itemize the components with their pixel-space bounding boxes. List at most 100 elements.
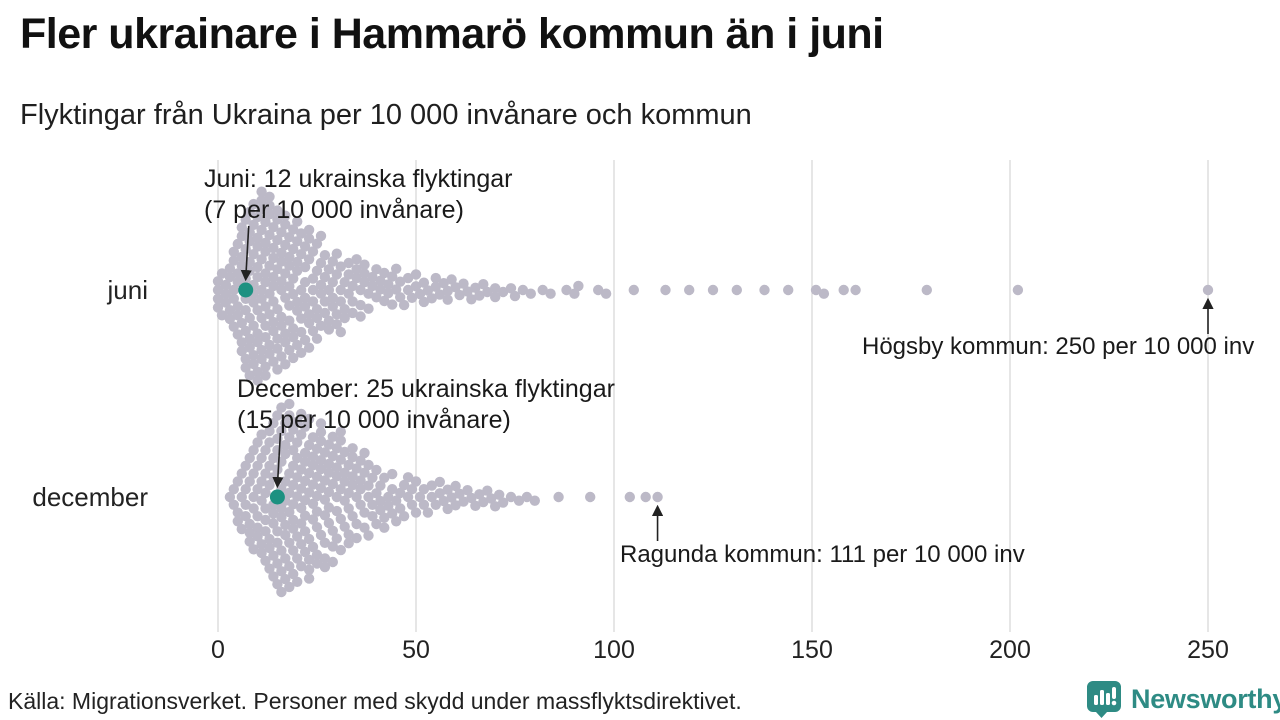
swarm-dot bbox=[280, 519, 291, 531]
swarm-dot bbox=[268, 452, 279, 464]
swarm-dot bbox=[303, 317, 315, 329]
swarm-dot bbox=[783, 284, 794, 296]
swarm-dot bbox=[252, 271, 263, 283]
swarm-dot bbox=[268, 325, 279, 337]
swarm-dot bbox=[398, 299, 410, 311]
swarm-dot bbox=[422, 507, 434, 518]
swarm-dot bbox=[256, 353, 267, 365]
annotation-juni-highlight: Juni: 12 ukrainska flyktingar (7 per 10 … bbox=[204, 164, 512, 226]
swarm-dot bbox=[260, 277, 271, 288]
swarm-dot bbox=[276, 512, 287, 523]
swarm-dot bbox=[264, 348, 275, 359]
swarm-dot bbox=[335, 435, 346, 446]
swarm-dot bbox=[268, 571, 279, 582]
swarm-dot bbox=[228, 246, 239, 257]
swarm-dot bbox=[284, 300, 295, 311]
swarm-dot bbox=[232, 238, 243, 250]
swarm-dot bbox=[450, 500, 461, 511]
swarm-dot bbox=[240, 499, 251, 510]
swarm-dot bbox=[398, 511, 410, 522]
swarm-dot bbox=[355, 284, 366, 296]
swarm-dot bbox=[367, 280, 378, 292]
swarm-dot bbox=[323, 324, 335, 335]
swarm-dot bbox=[252, 261, 263, 273]
swarm-dot bbox=[339, 521, 350, 532]
swarm-dot bbox=[355, 484, 366, 495]
swarm-dot bbox=[244, 342, 255, 353]
swarm-dot bbox=[288, 352, 299, 364]
swarm-dot bbox=[387, 508, 398, 519]
swarm-dot bbox=[810, 284, 822, 296]
swarm-dot bbox=[244, 452, 255, 464]
swarm-dot bbox=[292, 236, 303, 247]
swarm-dot bbox=[240, 325, 251, 337]
swarm-dot bbox=[410, 476, 422, 487]
swarm-dot bbox=[430, 272, 441, 284]
swarm-dot bbox=[296, 347, 307, 358]
swarm-dot bbox=[260, 332, 271, 343]
swarm-dot bbox=[260, 370, 271, 381]
swarm-dot bbox=[220, 279, 232, 291]
swarm-dot bbox=[303, 564, 315, 575]
swarm-dot bbox=[335, 544, 346, 556]
swarm-dot bbox=[228, 284, 239, 296]
swarm-dot bbox=[383, 491, 394, 503]
swarm-dot bbox=[256, 204, 267, 215]
swarm-dot bbox=[351, 518, 362, 530]
swarm-dot bbox=[252, 328, 263, 339]
swarm-dot bbox=[438, 278, 449, 289]
swarm-dot bbox=[315, 320, 327, 331]
swarm-dot bbox=[355, 475, 366, 486]
swarm-dot bbox=[276, 503, 287, 514]
swarm-dot bbox=[343, 529, 354, 540]
swarm-dot bbox=[276, 425, 287, 437]
swarm-dot bbox=[307, 498, 319, 509]
swarm-dot bbox=[252, 305, 263, 316]
swarm-dot bbox=[299, 301, 311, 312]
swarm-dot bbox=[593, 284, 604, 296]
swarm-dot bbox=[236, 251, 247, 263]
swarm-dot bbox=[355, 455, 366, 466]
swarm-dot bbox=[264, 563, 275, 574]
swarm-dot bbox=[545, 288, 556, 299]
swarm-dot bbox=[379, 522, 390, 533]
swarm-dot bbox=[367, 511, 378, 522]
swarm-dot bbox=[450, 282, 461, 293]
swarm-dot bbox=[311, 549, 323, 560]
swarm-dot bbox=[272, 537, 283, 548]
swarm-dot bbox=[505, 283, 517, 294]
swarm-dot bbox=[244, 536, 255, 547]
swarm-dot bbox=[284, 537, 295, 548]
swarm-dot bbox=[212, 293, 224, 304]
swarm-dot bbox=[307, 514, 319, 525]
swarm-dot bbox=[315, 455, 327, 466]
swarm-dot bbox=[406, 292, 418, 303]
swarm-dot bbox=[525, 288, 536, 299]
swarm-dot bbox=[323, 458, 335, 470]
swarm-dot bbox=[280, 328, 291, 339]
annotation-ragunda-outlier: Ragunda kommun: 111 per 10 000 inv bbox=[620, 541, 1025, 568]
swarm-dot bbox=[252, 522, 263, 533]
annotation-december-highlight: December: 25 ukrainska flyktingar (15 pe… bbox=[237, 374, 615, 436]
swarm-dot bbox=[299, 546, 311, 558]
swarm-dot bbox=[228, 499, 239, 510]
newsworthy-speech-bubble-bar-chart-icon bbox=[1087, 681, 1121, 718]
swarm-dot bbox=[347, 296, 358, 307]
swarm-dot bbox=[319, 271, 331, 283]
swarm-dot bbox=[303, 573, 315, 584]
swarm-dot bbox=[280, 529, 291, 541]
swarm-dot bbox=[327, 450, 338, 462]
swarm-dot bbox=[240, 305, 251, 316]
swarm-dot bbox=[264, 309, 275, 320]
swarm-dot bbox=[288, 523, 299, 534]
swarm-dot bbox=[311, 265, 323, 276]
swarm-dot bbox=[327, 256, 338, 267]
swarm-dot bbox=[280, 210, 291, 221]
swarm-dot bbox=[268, 280, 279, 292]
swarm-dot bbox=[224, 305, 236, 316]
swarm-dot bbox=[347, 511, 358, 522]
swarm-dot bbox=[252, 511, 263, 522]
swarm-dot bbox=[288, 460, 299, 471]
swarm-dot bbox=[355, 299, 366, 311]
x-tick-label: 200 bbox=[989, 636, 1031, 664]
